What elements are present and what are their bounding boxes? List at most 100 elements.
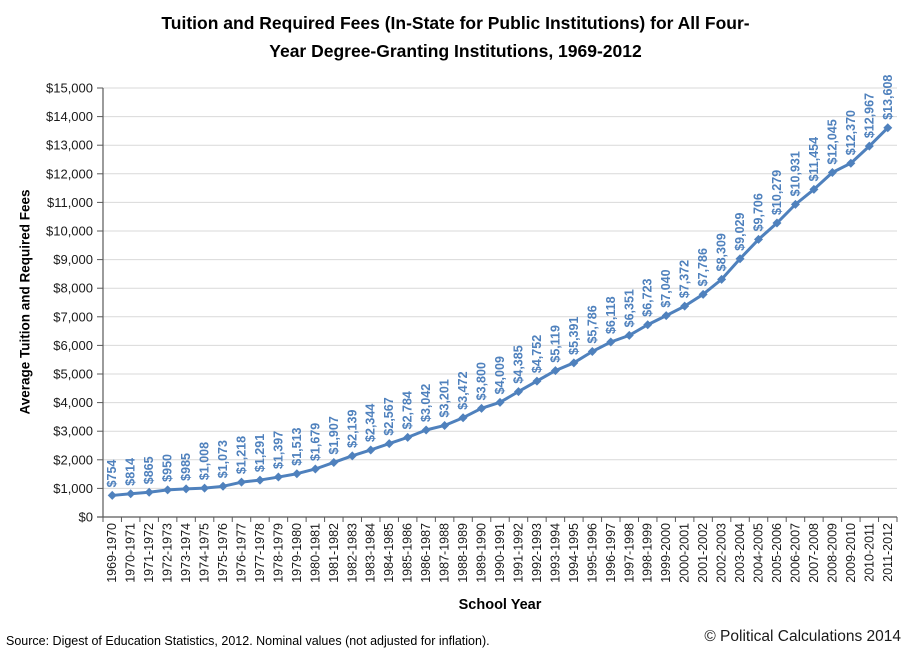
data-point-marker <box>347 451 357 461</box>
x-tick-label: 1988-1989 <box>456 523 470 583</box>
data-point-label: $6,723 <box>641 278 655 316</box>
data-point-label: $865 <box>142 456 156 484</box>
x-tick-label: 2010-2011 <box>862 523 876 582</box>
data-point-marker <box>735 254 745 264</box>
data-point-label: $2,139 <box>345 410 359 448</box>
x-tick-label: 1969-1970 <box>105 523 119 583</box>
data-point-label: $814 <box>124 458 138 486</box>
data-point-label: $5,786 <box>585 305 599 343</box>
data-point-label: $5,391 <box>567 317 581 355</box>
data-point-marker <box>532 376 542 386</box>
y-tick-label: $2,000 <box>53 452 93 467</box>
x-tick-label: 2007-2008 <box>807 523 821 583</box>
x-tick-label: 1974-1975 <box>198 523 212 583</box>
data-point-label: $985 <box>179 453 193 481</box>
y-tick-label: $0 <box>79 510 93 525</box>
data-point-label: $2,784 <box>401 391 415 429</box>
data-point-marker <box>680 301 690 311</box>
data-point-marker <box>200 483 210 493</box>
x-tick-label: 1981-1982 <box>327 523 341 583</box>
data-point-marker <box>126 489 136 499</box>
data-point-marker <box>384 439 394 449</box>
data-point-marker <box>403 432 413 442</box>
y-tick-label: $11,000 <box>47 195 93 210</box>
x-tick-label: 2004-2005 <box>752 523 766 583</box>
data-point-label: $4,385 <box>511 345 525 383</box>
data-point-label: $7,040 <box>659 269 673 307</box>
x-tick-label: 1976-1977 <box>234 523 248 583</box>
y-tick-label: $8,000 <box>53 281 93 296</box>
data-point-marker <box>643 320 653 330</box>
x-tick-label: 1992-1993 <box>530 523 544 583</box>
chart-title: Tuition and Required Fees (In-State for … <box>0 9 911 65</box>
data-point-label: $1,291 <box>253 434 267 472</box>
data-point-marker <box>440 420 450 430</box>
data-point-label: $1,218 <box>234 436 248 474</box>
data-point-label: $2,344 <box>364 404 378 442</box>
data-point-marker <box>790 199 800 209</box>
y-tick-label: $9,000 <box>53 252 93 267</box>
y-tick-label: $5,000 <box>53 367 93 382</box>
x-tick-label: 1990-1991 <box>493 523 507 583</box>
data-point-marker <box>421 425 431 435</box>
x-tick-label: 2006-2007 <box>788 523 802 583</box>
x-tick-label: 1982-1983 <box>345 523 359 583</box>
data-point-label: $10,931 <box>788 151 802 196</box>
x-tick-label: 1973-1974 <box>179 523 193 583</box>
x-tick-label: 1996-1997 <box>604 523 618 583</box>
data-point-marker <box>495 397 505 407</box>
data-point-label: $10,279 <box>770 170 784 215</box>
x-tick-label: 1998-1999 <box>641 523 655 583</box>
y-tick-label: $14,000 <box>46 109 93 124</box>
data-point-label: $1,513 <box>290 427 304 465</box>
x-tick-label: 2000-2001 <box>678 523 692 583</box>
x-tick-label: 2008-2009 <box>825 523 839 583</box>
data-point-label: $6,351 <box>622 289 636 327</box>
y-tick-label: $3,000 <box>53 424 93 439</box>
data-point-label: $7,372 <box>678 260 692 298</box>
x-tick-label: 1989-1990 <box>475 523 489 583</box>
data-point-label: $8,309 <box>715 233 729 271</box>
x-tick-label: 1971-1972 <box>142 523 156 583</box>
data-point-label: $13,608 <box>881 75 895 120</box>
source-note: Source: Digest of Education Statistics, … <box>6 634 490 648</box>
x-tick-label: 1975-1976 <box>216 523 230 583</box>
data-point-label: $3,201 <box>438 379 452 417</box>
data-point-label: $12,370 <box>844 110 858 155</box>
chart-title-line1: Tuition and Required Fees (In-State for … <box>161 13 750 33</box>
data-point-label: $3,472 <box>456 371 470 409</box>
data-point-marker <box>477 403 487 413</box>
x-tick-label: 1979-1980 <box>290 523 304 583</box>
data-point-marker <box>624 330 634 340</box>
data-point-marker <box>458 413 468 423</box>
data-point-marker <box>107 490 117 500</box>
x-tick-label: 2001-2002 <box>696 523 710 583</box>
x-tick-label: 1970-1971 <box>124 523 138 583</box>
data-point-marker <box>366 445 376 455</box>
x-tick-label: 1980-1981 <box>308 523 322 583</box>
y-tick-label: $12,000 <box>46 166 93 181</box>
data-point-label: $1,008 <box>198 442 212 480</box>
x-tick-label: 1984-1985 <box>382 523 396 583</box>
x-tick-label: 1991-1992 <box>511 523 525 583</box>
data-point-marker <box>827 168 837 178</box>
x-tick-label: 1985-1986 <box>401 523 415 583</box>
data-point-label: $12,045 <box>825 119 839 164</box>
y-tick-label: $7,000 <box>53 309 93 324</box>
data-point-marker <box>698 289 708 299</box>
data-point-label: $6,118 <box>604 296 618 334</box>
x-axis-title: School Year <box>458 597 542 613</box>
x-tick-label: 1977-1978 <box>253 523 267 583</box>
data-point-label: $12,967 <box>862 93 876 138</box>
x-tick-label: 2009-2010 <box>844 523 858 583</box>
y-tick-label: $13,000 <box>46 138 93 153</box>
data-point-label: $5,119 <box>548 325 562 363</box>
y-tick-label: $4,000 <box>53 395 93 410</box>
data-point-marker <box>329 457 339 467</box>
chart-title-line2: Year Degree-Granting Institutions, 1969-… <box>269 41 642 61</box>
data-point-marker <box>550 366 560 376</box>
data-point-label: $4,752 <box>530 335 544 373</box>
data-point-marker <box>513 387 523 397</box>
data-point-label: $950 <box>161 454 175 482</box>
